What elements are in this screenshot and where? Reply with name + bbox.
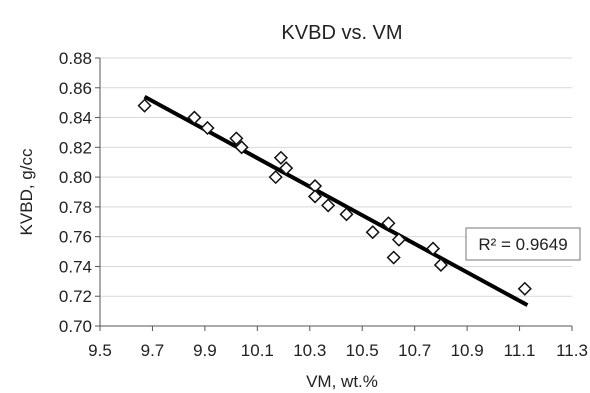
y-tick-label: 0.70 xyxy=(59,317,92,336)
x-tick-label: 10.5 xyxy=(346,341,379,360)
data-point-diamond xyxy=(381,216,396,231)
data-point-diamond xyxy=(137,98,152,113)
y-tick-label: 0.78 xyxy=(59,198,92,217)
data-point-diamond xyxy=(279,161,294,176)
data-point-diamond xyxy=(187,110,202,125)
x-tick-label: 11.1 xyxy=(504,341,536,360)
data-point-diamond xyxy=(321,198,336,213)
y-tick-label: 0.74 xyxy=(59,257,92,276)
annotation-layer: R² = 0.9649 xyxy=(465,227,581,261)
data-point-diamond xyxy=(433,257,448,273)
x-tick-label: 9.7 xyxy=(141,341,165,360)
data-point-diamond xyxy=(229,131,244,146)
data-point-diamond xyxy=(386,250,401,265)
tick-labels: 0.70 0.72 0.74 0.76 0.78 0.80 0.82 0.84 0.86 0.88… xyxy=(59,49,588,360)
data-point-diamond xyxy=(425,241,441,256)
x-tick-label: 10.3 xyxy=(293,341,326,360)
x-tick-label: 10.9 xyxy=(451,341,484,360)
y-tick-label: 0.84 xyxy=(59,109,92,128)
data-point-diamond xyxy=(273,150,288,165)
r-squared-label: R² = 0.9649 xyxy=(478,235,567,254)
x-axis-title: VM, wt.% xyxy=(306,372,378,391)
gridlines xyxy=(100,57,572,297)
data-point-diamond xyxy=(200,120,215,136)
x-tick-label: 9.5 xyxy=(88,341,112,360)
r-squared-box xyxy=(465,227,581,261)
y-tick-label: 0.76 xyxy=(59,228,92,247)
data-point-diamond xyxy=(517,281,532,296)
x-tick-label: 9.9 xyxy=(193,341,217,360)
data-point-diamond xyxy=(365,225,380,240)
y-tick-label: 0.88 xyxy=(59,49,92,68)
data-point-diamond xyxy=(307,189,323,204)
x-tick-label: 10.1 xyxy=(241,341,274,360)
chart-title: KVBD vs. VM xyxy=(281,22,402,44)
y-axis-title: KVBD, g/cc xyxy=(17,148,36,235)
y-tick-label: 0.86 xyxy=(59,79,92,98)
x-tick-label: 11.3 xyxy=(556,341,588,360)
data-point-diamond xyxy=(268,170,283,185)
y-tick-label: 0.72 xyxy=(59,287,92,306)
data-point-diamond xyxy=(391,232,406,247)
y-tick-label: 0.80 xyxy=(59,168,92,187)
y-tick-label: 0.82 xyxy=(59,138,92,157)
x-tick-label: 10.7 xyxy=(398,341,431,360)
axes xyxy=(95,57,573,331)
data-point-diamond xyxy=(234,140,249,155)
data-points xyxy=(137,98,532,296)
data-point-diamond xyxy=(339,207,354,222)
